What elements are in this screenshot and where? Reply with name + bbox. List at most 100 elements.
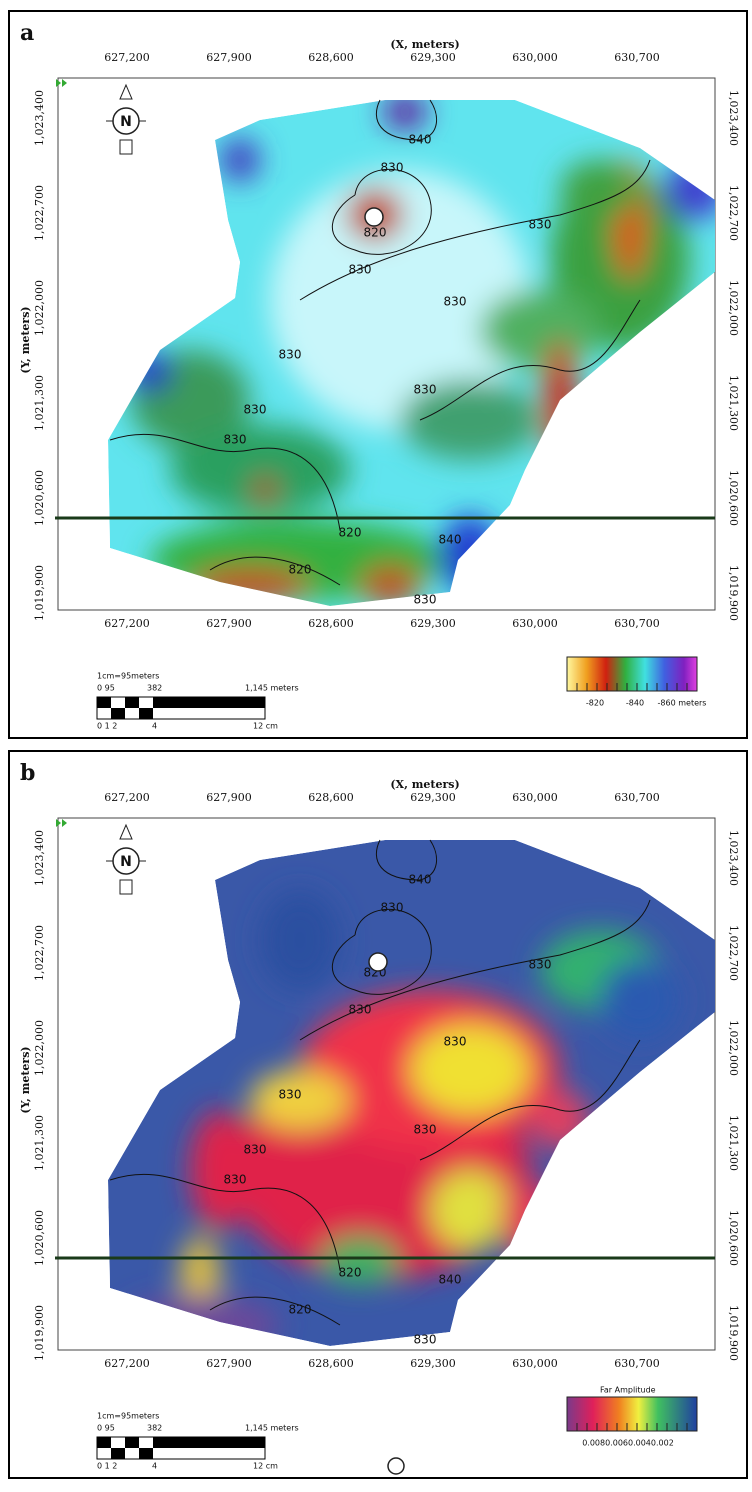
scale-bottom-label: 4: [152, 722, 157, 731]
well-marker: [369, 953, 387, 971]
colorbar-label: -840: [626, 699, 644, 708]
y-tick-label-left: 1,023,400: [33, 830, 46, 886]
scale-block: [139, 708, 153, 719]
contour-label: 820: [339, 1266, 362, 1280]
contour-label: 830: [224, 1173, 247, 1187]
y-tick-label-left: 1,021,300: [33, 1115, 46, 1171]
blob: [440, 515, 500, 595]
scale-block: [97, 697, 111, 708]
compass-north: N: [120, 114, 132, 130]
scale-bottom-label: 12 cm: [253, 722, 278, 731]
colorbar-title: Far Amplitude: [600, 1386, 656, 1395]
x-tick-label-bottom: 629,300: [410, 617, 456, 630]
scale-block: [111, 708, 125, 719]
x-tick-label-bottom: 630,000: [512, 1357, 558, 1370]
x-tick-label-top: 630,000: [512, 791, 558, 804]
x-tick-label-top: 629,300: [410, 791, 456, 804]
heatmap: [108, 94, 725, 606]
y-tick-label-right: 1,023,400: [727, 90, 740, 146]
contour-label: 830: [414, 1333, 437, 1347]
x-tick-label-top: 628,600: [308, 791, 354, 804]
blob: [360, 565, 420, 605]
blob: [120, 1295, 280, 1355]
scale-block: [139, 1448, 153, 1459]
contour-label: 820: [339, 526, 362, 540]
blob: [220, 138, 260, 182]
colorbar-label: 0.0080.0060.0040.002: [582, 1439, 674, 1448]
y-tick-label-left: 1,022,000: [33, 1020, 46, 1076]
x-tick-label-bottom: 628,600: [308, 1357, 354, 1370]
contour-label: 830: [444, 295, 467, 309]
x-tick-label-bottom: 630,000: [512, 617, 558, 630]
x-tick-label-top: 627,200: [104, 51, 150, 64]
x-tick-label-top: 629,300: [410, 51, 456, 64]
x-tick-label-bottom: 627,900: [206, 1357, 252, 1370]
blob: [128, 352, 172, 392]
contour-label: 830: [529, 958, 552, 972]
y-tick-label-right: 1,023,400: [727, 830, 740, 886]
x-tick-label-top: 630,000: [512, 51, 558, 64]
contour-label: 840: [409, 873, 432, 887]
compass-north: N: [120, 854, 132, 870]
contour-label: 820: [289, 563, 312, 577]
x-tick-label-bottom: 630,700: [614, 617, 660, 630]
x-axis-title: (X, meters): [390, 38, 459, 51]
colorbar-label: -820: [586, 699, 604, 708]
well-marker: [365, 208, 383, 226]
x-tick-label-bottom: 627,200: [104, 1357, 150, 1370]
blob: [430, 1170, 510, 1250]
contour-label: 830: [279, 348, 302, 362]
y-tick-label-right: 1,021,300: [727, 375, 740, 431]
contour-label: 830: [529, 218, 552, 232]
contour-label: 830: [349, 1003, 372, 1017]
contour-label: 830: [224, 433, 247, 447]
y-tick-label-right: 1,020,600: [727, 470, 740, 526]
y-tick-label-right: 1,021,300: [727, 1115, 740, 1171]
contour-label: 830: [349, 263, 372, 277]
y-tick-label-right: 1,022,700: [727, 925, 740, 981]
y-tick-label-left: 1,022,700: [33, 925, 46, 981]
x-tick-label-bottom: 629,300: [410, 1357, 456, 1370]
contour-label: 830: [414, 383, 437, 397]
x-axis-title: (X, meters): [390, 778, 459, 791]
scale-block: [153, 697, 265, 708]
figure: a (X, meters) 840 830 820 830 830 830 830 830 820 8…: [0, 0, 752, 1492]
scale-top-label: 1,145 meters: [245, 1424, 299, 1433]
scale-bottom-label: 0 1 2: [97, 722, 117, 731]
scale-block: [125, 1437, 139, 1448]
y-tick-label-right: 1,022,700: [727, 185, 740, 241]
y-tick-label-right: 1,022,000: [727, 280, 740, 336]
y-tick-label-left: 1,021,300: [33, 375, 46, 431]
scale-top-label: 0 95: [97, 684, 115, 693]
map-panel: b(X, meters)8408308208308308308308308208…: [9, 751, 747, 1478]
contour-label: 840: [439, 533, 462, 547]
scale-block: [97, 1437, 111, 1448]
y-tick-label-left: 1,020,600: [33, 470, 46, 526]
y-tick-label-left: 1,020,600: [33, 1210, 46, 1266]
scale-bottom-label: 4: [152, 1462, 157, 1471]
contour-label: 830: [381, 901, 404, 915]
y-axis-title: (Y, meters): [19, 306, 32, 373]
contour-label: 830: [244, 1143, 267, 1157]
y-tick-label-left: 1,019,900: [33, 565, 46, 621]
contour-label: 830: [414, 1123, 437, 1137]
contour-label: 830: [381, 161, 404, 175]
blob: [260, 890, 340, 990]
blob: [544, 340, 576, 460]
y-tick-label-right: 1,022,000: [727, 1020, 740, 1076]
blob: [500, 1180, 560, 1260]
x-tick-label-top: 627,900: [206, 791, 252, 804]
blob: [252, 477, 278, 503]
y-axis-title: (Y, meters): [19, 1046, 32, 1113]
scale-top-label: 1,145 meters: [245, 684, 299, 693]
contour-label: 820: [289, 1303, 312, 1317]
heatmap: [108, 840, 715, 1355]
blob: [530, 1090, 590, 1150]
blob: [190, 1110, 250, 1230]
blob: [410, 1025, 530, 1115]
scale-block: [111, 1448, 125, 1459]
panel-label: a: [20, 20, 34, 46]
x-tick-label-bottom: 627,900: [206, 617, 252, 630]
scale-bottom-label: 12 cm: [253, 1462, 278, 1471]
x-tick-label-bottom: 630,700: [614, 1357, 660, 1370]
